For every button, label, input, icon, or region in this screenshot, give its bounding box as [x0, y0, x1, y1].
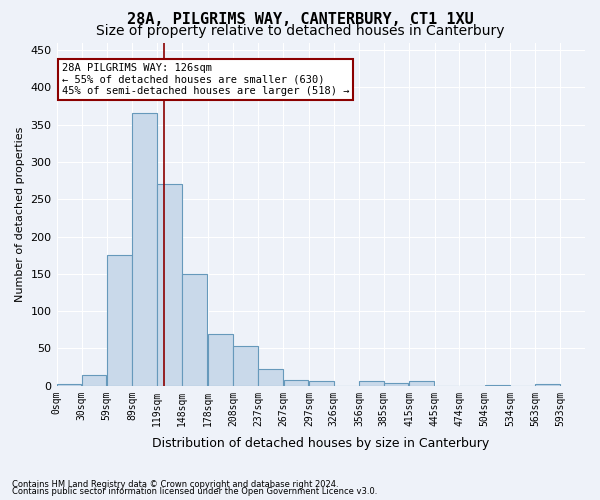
- Bar: [82, 374, 106, 386]
- Bar: [182, 274, 207, 386]
- Bar: [258, 370, 283, 386]
- Bar: [485, 385, 509, 386]
- Bar: [107, 255, 131, 386]
- Text: Contains public sector information licensed under the Open Government Licence v3: Contains public sector information licen…: [12, 488, 377, 496]
- Bar: [157, 184, 182, 386]
- Bar: [384, 383, 409, 386]
- Text: 28A PILGRIMS WAY: 126sqm
← 55% of detached houses are smaller (630)
45% of semi-: 28A PILGRIMS WAY: 126sqm ← 55% of detach…: [62, 63, 349, 96]
- Bar: [208, 334, 233, 386]
- Bar: [233, 346, 258, 386]
- Text: Size of property relative to detached houses in Canterbury: Size of property relative to detached ho…: [96, 24, 504, 38]
- Bar: [309, 380, 334, 386]
- Bar: [57, 384, 82, 386]
- Text: 28A, PILGRIMS WAY, CANTERBURY, CT1 1XU: 28A, PILGRIMS WAY, CANTERBURY, CT1 1XU: [127, 12, 473, 28]
- Bar: [359, 382, 384, 386]
- Bar: [409, 382, 434, 386]
- Bar: [284, 380, 308, 386]
- Text: Contains HM Land Registry data © Crown copyright and database right 2024.: Contains HM Land Registry data © Crown c…: [12, 480, 338, 489]
- Y-axis label: Number of detached properties: Number of detached properties: [15, 126, 25, 302]
- X-axis label: Distribution of detached houses by size in Canterbury: Distribution of detached houses by size …: [152, 437, 490, 450]
- Bar: [133, 114, 157, 386]
- Bar: [535, 384, 560, 386]
